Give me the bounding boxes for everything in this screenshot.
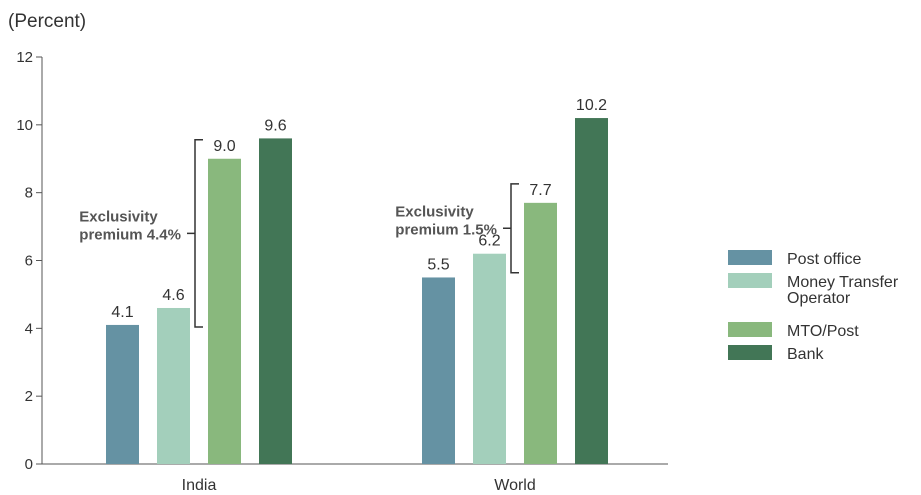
y-tick-label: 6 <box>25 253 33 270</box>
y-tick-label: 4 <box>25 320 33 337</box>
bar-value-label: 7.7 <box>529 182 551 199</box>
exclusivity-annotation: Exclusivity premium 4.4% <box>79 208 181 243</box>
bar <box>422 277 455 464</box>
legend-label: Money Transfer Operator <box>787 274 899 307</box>
bar <box>157 307 190 464</box>
y-unit-label: (Percent) <box>8 11 86 32</box>
bar <box>524 202 557 464</box>
bar <box>473 253 506 464</box>
bar-value-label: 9.6 <box>264 117 286 134</box>
y-tick-label: 12 <box>16 49 33 66</box>
exclusivity-bracket <box>187 139 203 328</box>
legend: Post office Money Transfer Operator MTO/Pos… <box>728 250 899 363</box>
y-tick-label: 0 <box>25 456 33 473</box>
legend-label: Bank <box>787 346 824 363</box>
x-category-label: World <box>494 477 536 494</box>
legend-label: Post office <box>787 251 862 268</box>
legend-swatch <box>728 250 772 265</box>
annotations: Exclusivity premium 4.4% Exclusivity premiu… <box>79 139 519 328</box>
exclusivity-annotation: Exclusivity premium 1.5% <box>395 203 497 238</box>
legend-swatch <box>728 345 772 360</box>
bar-value-label: 5.5 <box>427 256 449 273</box>
y-tick-label: 10 <box>16 117 33 134</box>
bar <box>106 324 139 464</box>
bar <box>208 158 241 464</box>
bar-value-label: 10.2 <box>576 97 607 114</box>
axes: 0 2 4 6 8 10 12 <box>16 49 668 473</box>
y-tick-label: 2 <box>25 388 33 405</box>
y-tick-label: 8 <box>25 185 33 202</box>
bars: 4.1 4.6 9.0 9.6 India 5.5 6.2 7.7 10.2 World <box>106 97 608 494</box>
bar-value-label: 4.6 <box>162 287 184 304</box>
bar-value-label: 9.0 <box>213 138 235 155</box>
bar-value-label: 6.2 <box>478 233 500 250</box>
exclusivity-bracket <box>503 183 519 274</box>
bar <box>259 138 292 464</box>
x-category-label: India <box>182 477 217 494</box>
legend-label: MTO/Post <box>787 323 859 340</box>
bar-value-label: 4.1 <box>111 304 133 321</box>
bar <box>575 118 608 465</box>
legend-swatch <box>728 273 772 288</box>
legend-swatch <box>728 322 772 337</box>
